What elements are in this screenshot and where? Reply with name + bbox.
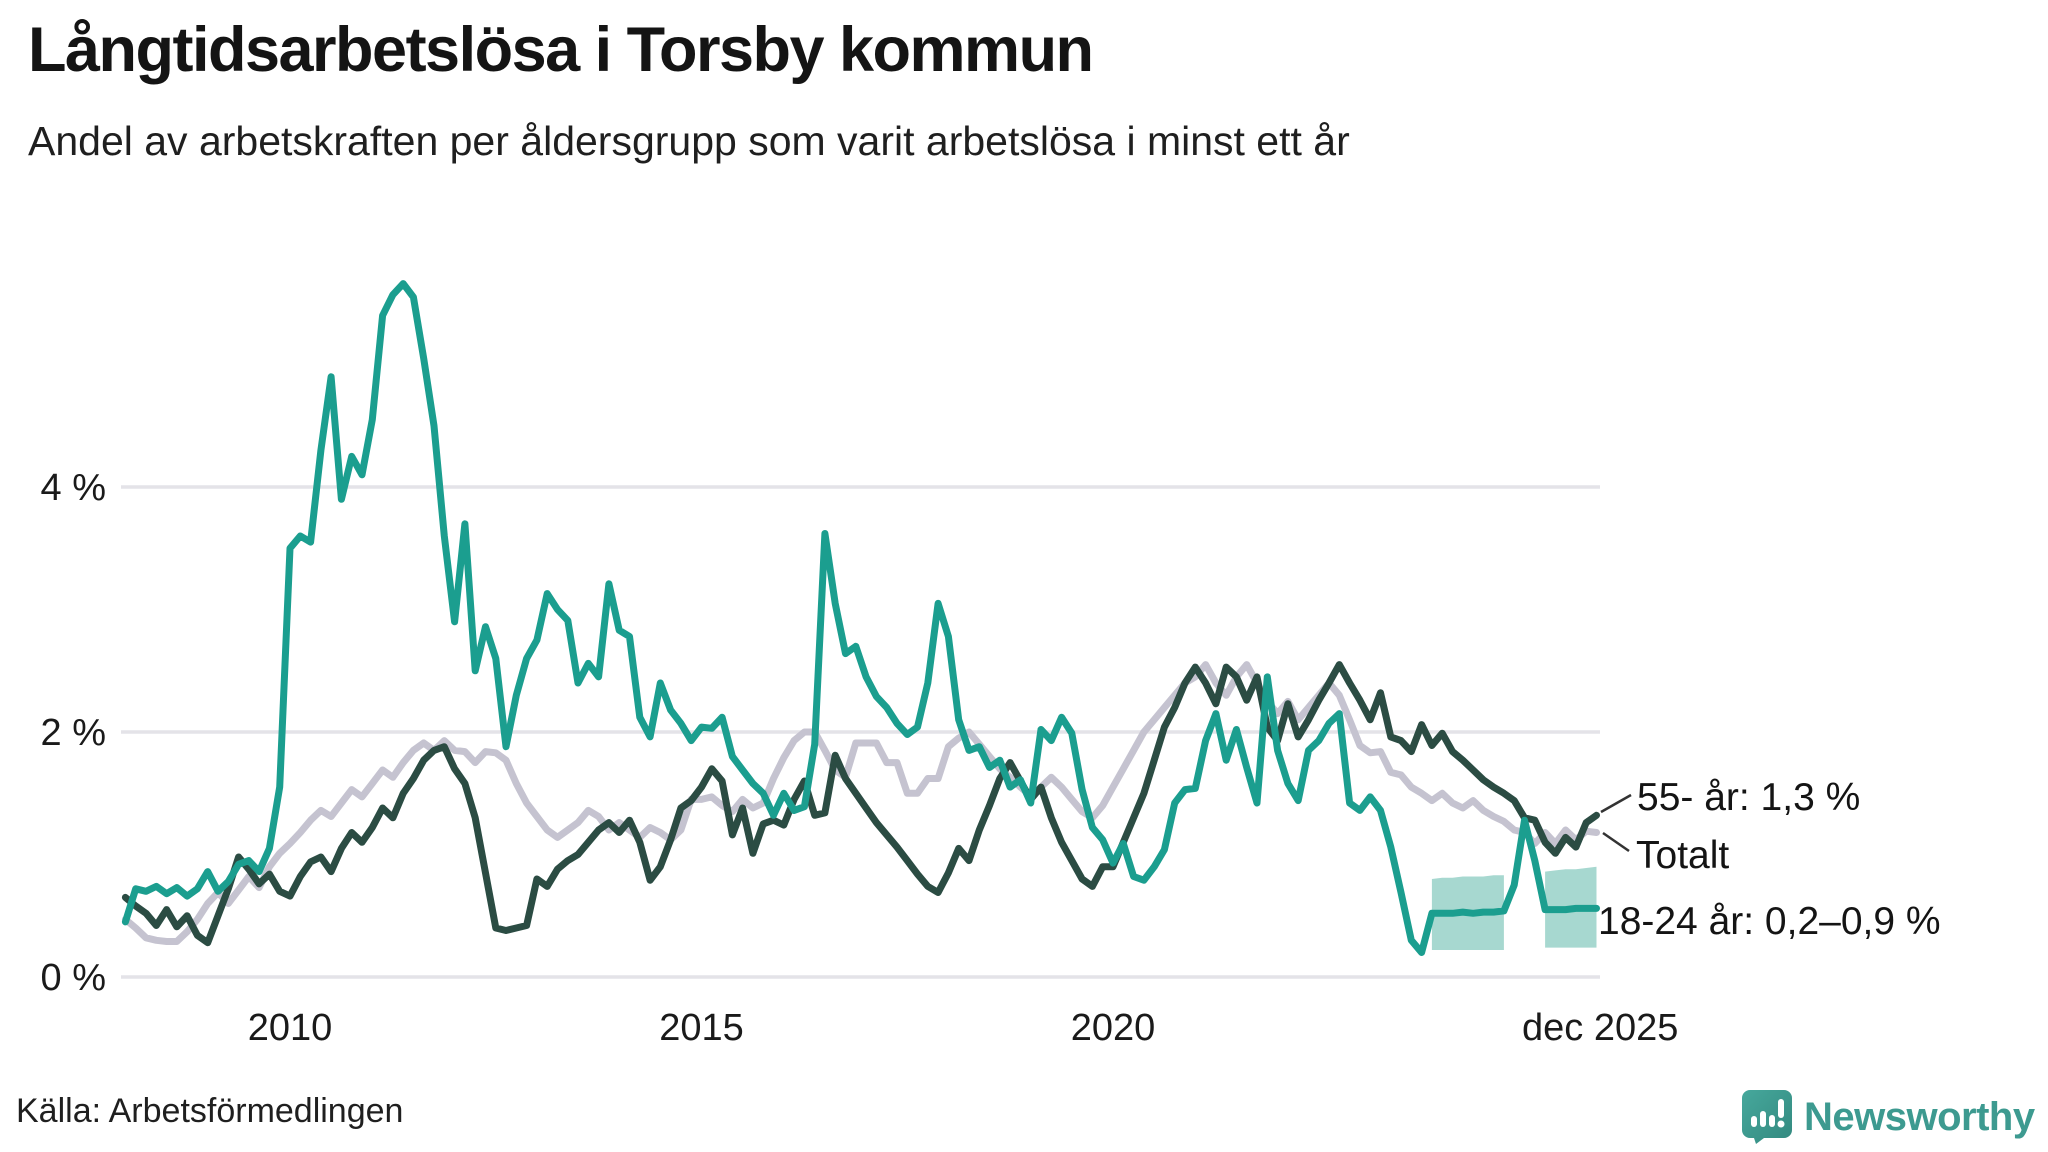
- series-line-55--år: [121, 661, 1600, 947]
- newsworthy-logo-icon: [1742, 1090, 1792, 1144]
- newsworthy-brand: Newsworthy: [1742, 1090, 2035, 1144]
- newsworthy-brand-name: Newsworthy: [1804, 1094, 2035, 1139]
- annotation-18-24-line: 18-24 år: 0,2–0,9 %: [1598, 900, 1941, 943]
- annotation-55-line: 55- år: 1,3 %: [1637, 776, 1861, 819]
- x-tick-label: 2020: [1071, 1007, 1156, 1049]
- series-line-Totalt: [121, 661, 1600, 945]
- annotation-connector: [1600, 793, 1632, 814]
- annotation-total-line: Totalt: [1636, 834, 1730, 877]
- annotation-connector: [1602, 831, 1630, 853]
- y-tick-label: 0 %: [41, 957, 106, 999]
- x-tick-label: 2015: [659, 1007, 744, 1049]
- x-tick-label: 2010: [248, 1007, 333, 1049]
- y-tick-label: 4 %: [41, 467, 106, 509]
- page-title: Långtidsarbetslösa i Torsby kommun: [28, 15, 1094, 85]
- y-tick-label: 2 %: [41, 712, 106, 754]
- source-credit: Källa: Arbetsförmedlingen: [16, 1092, 404, 1130]
- page-subtitle: Andel av arbetskraften per åldersgrupp s…: [28, 118, 1350, 164]
- x-tick-label: dec 2025: [1522, 1007, 1678, 1049]
- series-line-18-24-år: [121, 280, 1600, 956]
